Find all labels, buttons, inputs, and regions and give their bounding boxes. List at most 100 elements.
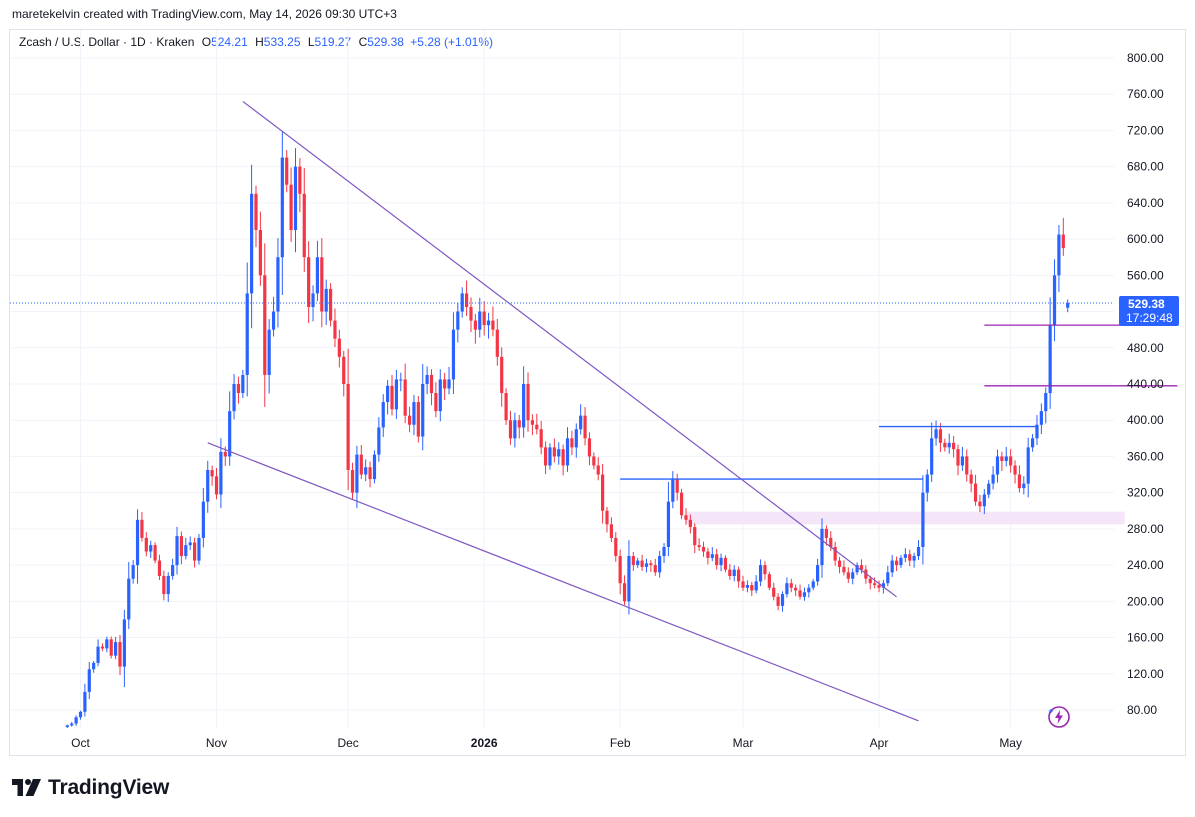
candle xyxy=(87,661,91,700)
candle-body xyxy=(802,592,807,597)
candle-body xyxy=(631,556,635,566)
candle xyxy=(271,296,276,337)
candle xyxy=(991,466,995,490)
candle xyxy=(386,380,390,415)
candle xyxy=(526,372,530,432)
candle-body xyxy=(671,479,675,502)
candle xyxy=(328,283,333,327)
candle-body xyxy=(539,429,543,448)
candle xyxy=(596,457,600,481)
candle-body xyxy=(978,501,982,507)
symbol-legend: Zcash / U.S. Dollar · 1D · Kraken O524.2… xyxy=(19,35,493,49)
candle-body xyxy=(728,569,732,576)
lower-falling-trendline[interactable] xyxy=(207,442,919,722)
tradingview-logo: TradingView xyxy=(12,776,169,800)
candle xyxy=(543,441,548,475)
candle xyxy=(1061,217,1065,256)
candle xyxy=(706,547,710,565)
time-tick-label: Dec xyxy=(337,736,358,750)
candle xyxy=(890,555,894,577)
candle xyxy=(486,312,491,339)
time-axis[interactable]: Oct Nov Dec 2026 Feb Mar Apr May xyxy=(71,736,1022,750)
candle-body xyxy=(995,456,1000,475)
high-label: H xyxy=(255,35,264,49)
candle-body xyxy=(83,691,87,712)
candle-body xyxy=(754,581,758,591)
candle-body xyxy=(579,415,583,430)
candle xyxy=(636,557,640,568)
candle xyxy=(671,471,675,509)
candle xyxy=(763,561,767,580)
candle-body xyxy=(1044,393,1048,412)
candle-body xyxy=(390,385,394,410)
upper-falling-trendline[interactable] xyxy=(242,100,897,598)
candle-body xyxy=(934,429,938,439)
candle-body xyxy=(157,560,162,576)
candle xyxy=(162,570,166,601)
candle-body xyxy=(412,402,416,425)
price-tick-label: 80.00 xyxy=(1127,703,1157,717)
candle-body xyxy=(758,565,763,582)
candle-body xyxy=(500,356,504,394)
candle-body xyxy=(495,329,499,357)
candle xyxy=(236,376,241,404)
candle xyxy=(276,238,280,328)
candle-body xyxy=(258,230,262,276)
candle xyxy=(649,560,653,572)
candle xyxy=(758,559,763,587)
candle xyxy=(74,715,78,726)
support-zone[interactable] xyxy=(685,511,1125,525)
candle-body xyxy=(846,572,850,579)
candle-body xyxy=(710,554,714,558)
candle xyxy=(1057,225,1061,292)
candle xyxy=(614,532,618,562)
candle xyxy=(873,577,877,589)
candle-body xyxy=(210,470,214,477)
candle xyxy=(109,636,113,659)
candle xyxy=(70,721,74,727)
close-label: C xyxy=(358,35,368,49)
candle-body xyxy=(399,379,403,381)
symbol-title[interactable]: Zcash / U.S. Dollar · 1D · Kraken xyxy=(19,35,195,49)
candle xyxy=(250,164,254,329)
candle xyxy=(1004,446,1008,467)
candle xyxy=(157,554,162,581)
candle-body xyxy=(482,311,486,326)
candle-body xyxy=(693,527,697,546)
candle xyxy=(390,374,394,416)
candle-body xyxy=(469,307,473,321)
candle xyxy=(548,443,552,470)
candle-body xyxy=(342,356,346,384)
candle xyxy=(666,481,671,557)
candle xyxy=(807,584,811,598)
candle-body xyxy=(737,569,741,582)
candle-body xyxy=(592,456,596,466)
candle xyxy=(342,351,346,397)
candle-body xyxy=(517,420,521,428)
candle-body xyxy=(513,420,517,439)
candle xyxy=(346,348,350,491)
candle xyxy=(127,562,131,629)
lightning-icon[interactable] xyxy=(1047,705,1071,729)
open-label: O xyxy=(201,35,212,49)
candle xyxy=(609,517,613,543)
candle-body xyxy=(100,646,105,649)
price-tick-label: 360.00 xyxy=(1127,449,1164,463)
price-axis[interactable]: 80.00 120.00 160.00 200.00 240.00 280.00 320.0… xyxy=(1127,51,1164,717)
candle-body xyxy=(987,483,991,495)
candle-body xyxy=(232,383,236,412)
candle-body xyxy=(267,329,271,375)
candle-body xyxy=(149,545,153,552)
candle-body xyxy=(184,545,188,557)
candle xyxy=(350,462,355,500)
candle-body xyxy=(368,467,372,480)
candle xyxy=(298,158,302,213)
candle xyxy=(206,460,210,513)
candle-body xyxy=(587,438,592,457)
candle-body xyxy=(109,639,113,656)
candle xyxy=(254,185,258,248)
candle-body xyxy=(574,429,578,448)
time-tick-label: Nov xyxy=(206,736,227,750)
candle xyxy=(899,555,903,568)
